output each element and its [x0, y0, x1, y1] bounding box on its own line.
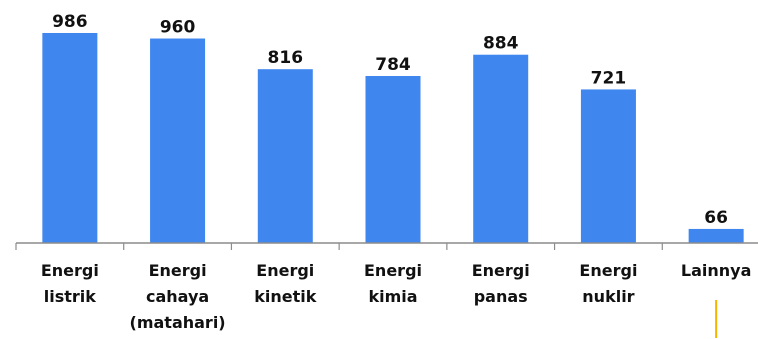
value-label-3: 784 [375, 55, 411, 75]
category-label-4: Energi panas [472, 261, 530, 306]
bars-group [42, 32, 744, 244]
bar-1 [150, 38, 206, 243]
value-label-6: 66 [704, 208, 728, 228]
value-label-5: 721 [591, 68, 627, 88]
value-label-1: 960 [160, 18, 196, 38]
bar-2 [257, 69, 313, 243]
category-label-6: Lainnya [681, 261, 751, 280]
value-label-0: 986 [52, 12, 88, 32]
bar-6 [688, 228, 744, 243]
category-labels-group: Energi listrik Energi cahaya (matahari) Energ… [41, 261, 752, 332]
category-label-3: Energi kimia [364, 261, 422, 306]
value-labels-group: 986 960 816 784 884 721 66 [52, 12, 728, 228]
category-label-5: Energi nuklir [579, 261, 637, 306]
bar-3 [365, 76, 421, 244]
category-label-0: Energi listrik [41, 261, 99, 306]
value-label-4: 884 [483, 34, 519, 54]
category-label-2: Energi kinetik [254, 261, 317, 306]
x-axis-ticks [15, 243, 663, 250]
value-label-2: 816 [268, 48, 304, 68]
bar-4 [473, 54, 529, 243]
bar-0 [42, 32, 98, 244]
bar-5 [580, 89, 636, 243]
category-label-1: Energi cahaya (matahari) [130, 261, 226, 332]
